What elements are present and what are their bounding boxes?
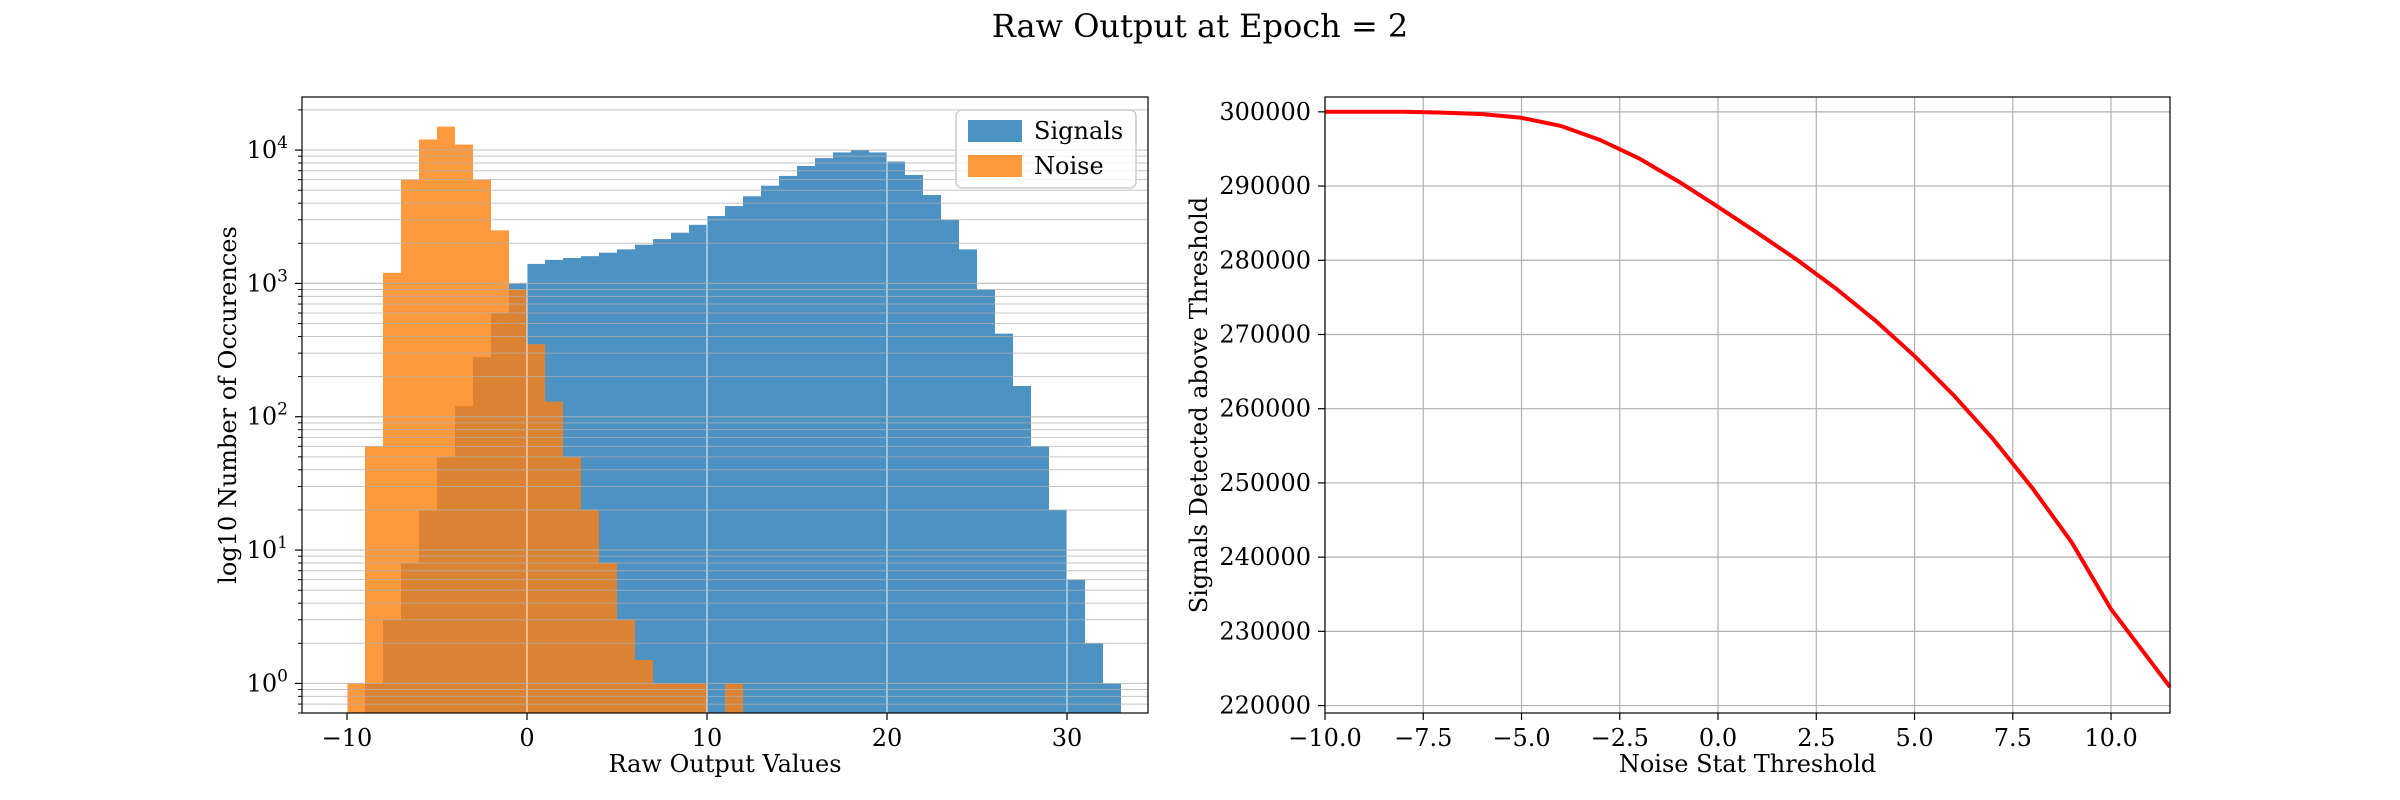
signals-bar	[815, 158, 833, 714]
signals-bar	[1085, 643, 1103, 713]
histogram-x-ticks: −10 0 10 20 30	[322, 713, 1083, 752]
signals-bar	[1067, 579, 1085, 713]
signals-bar	[923, 195, 941, 713]
y-tick-label: 102	[247, 400, 288, 431]
noise-bar	[419, 139, 437, 713]
x-tick-label: −5.0	[1492, 724, 1550, 752]
signals-bar	[851, 150, 869, 713]
figure-title: Raw Output at Epoch = 2	[992, 7, 1409, 45]
x-tick-label: 0.0	[1699, 724, 1737, 752]
y-tick-label: 230000	[1219, 617, 1311, 645]
noise-bar	[599, 563, 617, 713]
y-tick-label: 270000	[1219, 320, 1311, 348]
signals-detected-line	[1325, 109, 2172, 689]
noise-bar	[509, 289, 527, 713]
noise-bar	[671, 683, 689, 713]
x-tick-label: 5.0	[1895, 724, 1933, 752]
signals-bar	[725, 206, 743, 713]
x-tick-label: 10.0	[2084, 724, 2137, 752]
histogram-legend: Signals Noise	[955, 109, 1137, 189]
histogram-grid	[302, 97, 1148, 714]
noise-bar	[455, 144, 473, 714]
signals-bar	[959, 249, 977, 713]
x-tick-label: 20	[872, 724, 903, 752]
signals-bar	[653, 239, 671, 713]
signals-bar	[833, 152, 851, 713]
signals-bar	[689, 224, 707, 713]
histogram-y-ticks: 100 101 102 103 104	[247, 109, 302, 714]
x-tick-label: 0	[519, 724, 534, 752]
signals-bar	[743, 196, 761, 714]
noise-bar	[545, 401, 563, 713]
y-tick-label: 260000	[1219, 395, 1311, 423]
line-chart-grid	[1324, 97, 2170, 713]
histogram-y-axis-label: log10 Number of Occurences	[214, 226, 242, 584]
y-tick-label: 101	[247, 533, 288, 564]
histogram-axes-frame	[301, 96, 1149, 714]
y-tick-label: 300000	[1219, 98, 1311, 126]
noise-bar	[617, 619, 635, 713]
noise-bar	[725, 683, 743, 713]
noise-bar	[689, 683, 707, 713]
y-tick-label: 103	[247, 266, 288, 297]
signals-bar	[635, 244, 653, 713]
y-tick-label: 100	[247, 666, 288, 697]
signals-bar	[779, 175, 797, 713]
noise-bar	[581, 509, 599, 713]
signals-bar	[707, 216, 725, 713]
signals-bar	[1049, 509, 1067, 713]
signals-bar	[905, 175, 923, 713]
line-chart-y-ticks: 220000 230000 240000 250000 260000 270000 2800…	[1219, 98, 1325, 720]
legend-swatch-noise	[968, 155, 1022, 177]
noise-bar	[635, 659, 653, 713]
histogram-x-axis-label: Raw Output Values	[608, 750, 841, 778]
signals-bar	[869, 152, 887, 713]
y-tick-label: 104	[247, 133, 288, 164]
noise-bar	[563, 456, 581, 713]
x-tick-label: 7.5	[1994, 724, 2032, 752]
line-chart-y-axis-label: Signals Detected above Threshold	[1185, 197, 1213, 613]
line-chart-x-ticks: −10.0 −7.5 −5.0 −2.5 0.0 2.5 5.0 7.5 10.0	[1288, 713, 2138, 752]
x-tick-label: −7.5	[1394, 724, 1452, 752]
noise-bar	[491, 230, 509, 714]
x-tick-label: 30	[1052, 724, 1083, 752]
noise-bar	[653, 683, 671, 713]
x-tick-label: −10.0	[1288, 724, 1362, 752]
signals-bar	[761, 185, 779, 714]
y-tick-label: 250000	[1219, 469, 1311, 497]
noise-bar	[347, 683, 365, 713]
legend-label-signals: Signals	[1034, 117, 1123, 145]
y-tick-label: 240000	[1219, 543, 1311, 571]
line-chart-axes-frame	[1324, 96, 2171, 714]
signals-bar	[617, 249, 635, 713]
signals-bar	[977, 289, 995, 713]
signals-bar	[1103, 683, 1121, 713]
legend-label-noise: Noise	[1034, 152, 1104, 180]
y-tick-label: 220000	[1219, 692, 1311, 720]
y-tick-label: 280000	[1219, 246, 1311, 274]
line-chart: −10.0 −7.5 −5.0 −2.5 0.0 2.5 5.0 7.5 10.0 220000…	[1185, 96, 2172, 778]
x-tick-label: 10	[692, 724, 723, 752]
histogram-chart: −10 0 10 20 30 100 101 102 103 104 Raw Output Va…	[214, 96, 1149, 778]
x-tick-label: −2.5	[1591, 724, 1649, 752]
signals-bar	[995, 333, 1013, 713]
signals-bar	[797, 165, 815, 713]
signals-bar	[941, 219, 959, 714]
y-tick-label: 290000	[1219, 172, 1311, 200]
legend-swatch-signals	[968, 120, 1022, 142]
x-tick-label: 2.5	[1797, 724, 1835, 752]
signals-bar	[671, 232, 689, 713]
x-tick-label: −10	[322, 724, 373, 752]
noise-bar	[437, 126, 455, 714]
noise-bar	[527, 344, 545, 713]
line-chart-x-axis-label: Noise Stat Threshold	[1619, 750, 1876, 778]
noise-bar	[383, 272, 401, 713]
